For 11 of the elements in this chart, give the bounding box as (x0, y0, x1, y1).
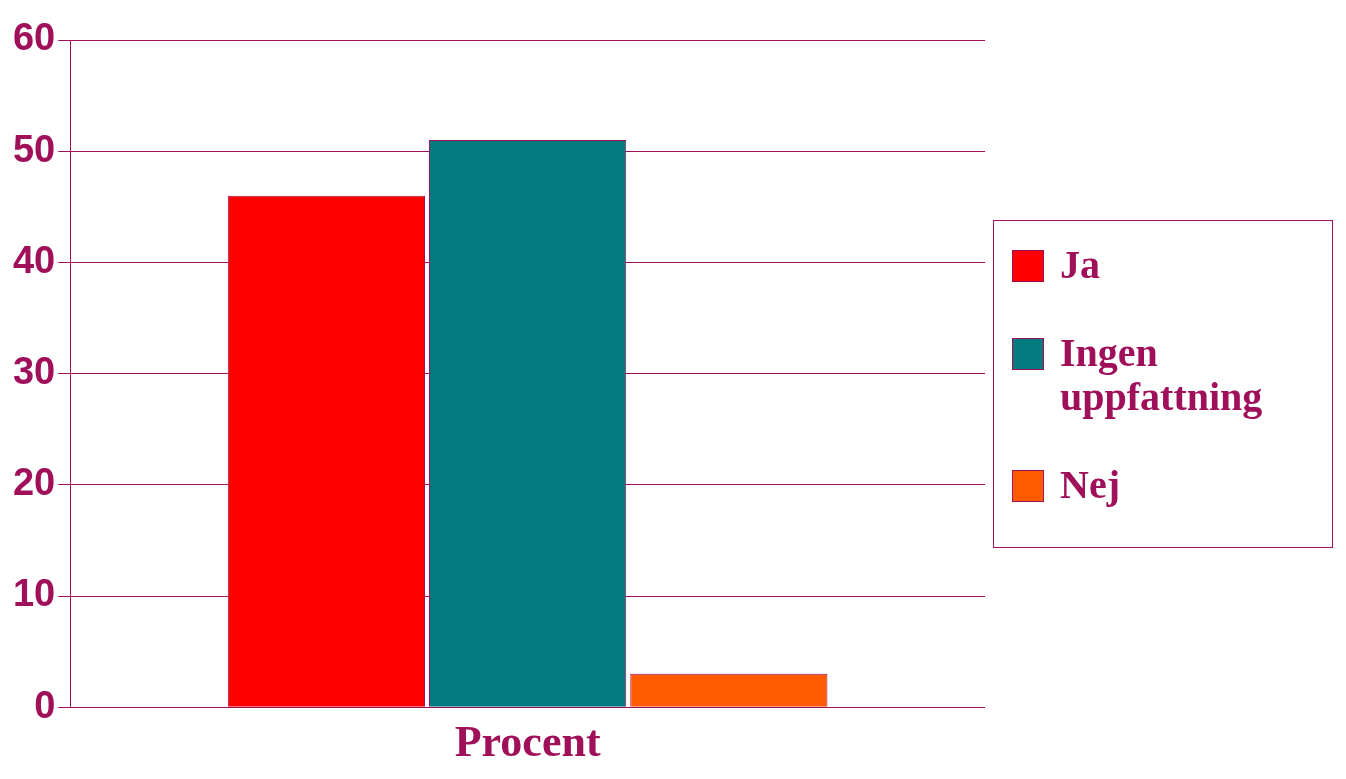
y-tick-label: 10 (12, 572, 56, 615)
y-tick-label: 20 (12, 461, 56, 504)
y-tick-label: 30 (12, 350, 56, 393)
y-tick-label: 40 (12, 238, 56, 281)
y-tick-label: 60 (12, 16, 56, 59)
legend-label: Ja (1060, 242, 1100, 287)
y-tick-label: 0 (34, 683, 56, 726)
legend-label: Ingen uppfattning (1060, 330, 1264, 419)
legend-label: Nej (1060, 462, 1120, 507)
x-tick-label: Procent (454, 716, 601, 766)
y-tick-label: 50 (12, 127, 56, 170)
